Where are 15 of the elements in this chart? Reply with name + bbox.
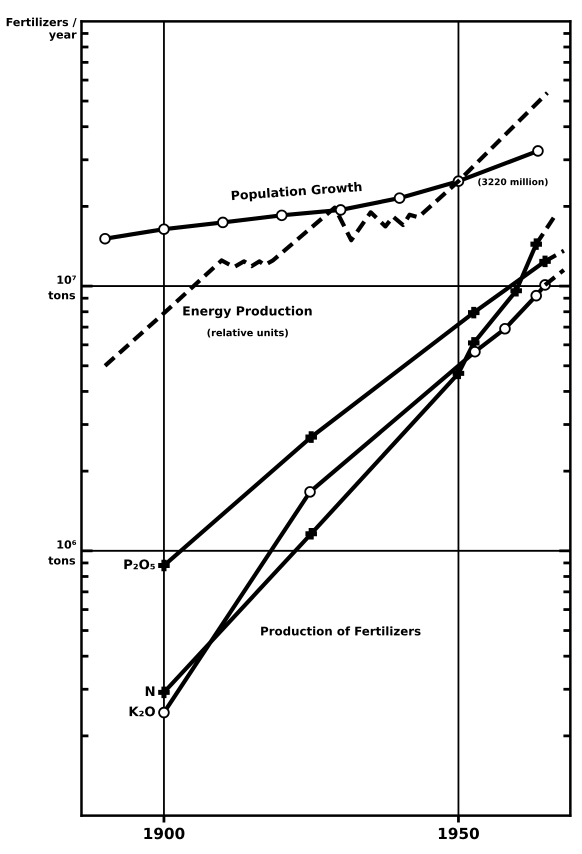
y-tick-label: 10⁶ <box>58 540 76 549</box>
annotation: Production of Fertilizers <box>261 626 421 636</box>
annotation: (relative units) <box>208 328 288 338</box>
y-tick-label: 10⁷ <box>58 276 76 284</box>
x-tick-label: 1950 <box>438 828 479 840</box>
y-axis-title: Fertilizers / year <box>6 18 77 41</box>
annotation: Energy Production <box>183 306 312 318</box>
text: tons <box>48 291 76 300</box>
series-label: N <box>146 686 154 696</box>
annotation: Population Growth <box>232 182 362 203</box>
series-label: P₂O₅ <box>124 559 155 570</box>
annotation: (3220 million) <box>478 178 548 186</box>
text: tons <box>48 556 76 565</box>
x-tick-label: 1900 <box>144 828 184 840</box>
series-label: K₂O <box>130 706 155 716</box>
